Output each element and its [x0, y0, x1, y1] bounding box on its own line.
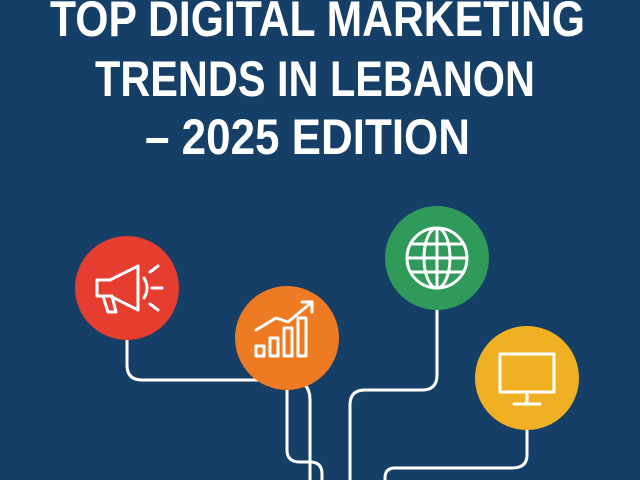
globe-badge [385, 206, 489, 310]
title-line: TOP DIGITAL MARKETING [50, 0, 585, 47]
connectors [125, 310, 529, 480]
growth-badge [235, 286, 339, 390]
badge-circle [475, 326, 579, 430]
badge-circle [75, 236, 179, 340]
title-line: – 2025 EDITION [145, 109, 470, 165]
monitor-badge [475, 326, 579, 430]
badge-circle [235, 286, 339, 390]
growth-icon [254, 300, 314, 358]
connector [348, 310, 439, 480]
connector [125, 340, 312, 480]
connector [285, 390, 324, 480]
globe-icon [405, 226, 469, 290]
monitor-icon [498, 352, 556, 406]
megaphone-badge [75, 236, 179, 340]
megaphone-icon [95, 264, 164, 314]
title-line: TRENDS IN LEBANON [95, 51, 535, 107]
connector [383, 430, 529, 480]
